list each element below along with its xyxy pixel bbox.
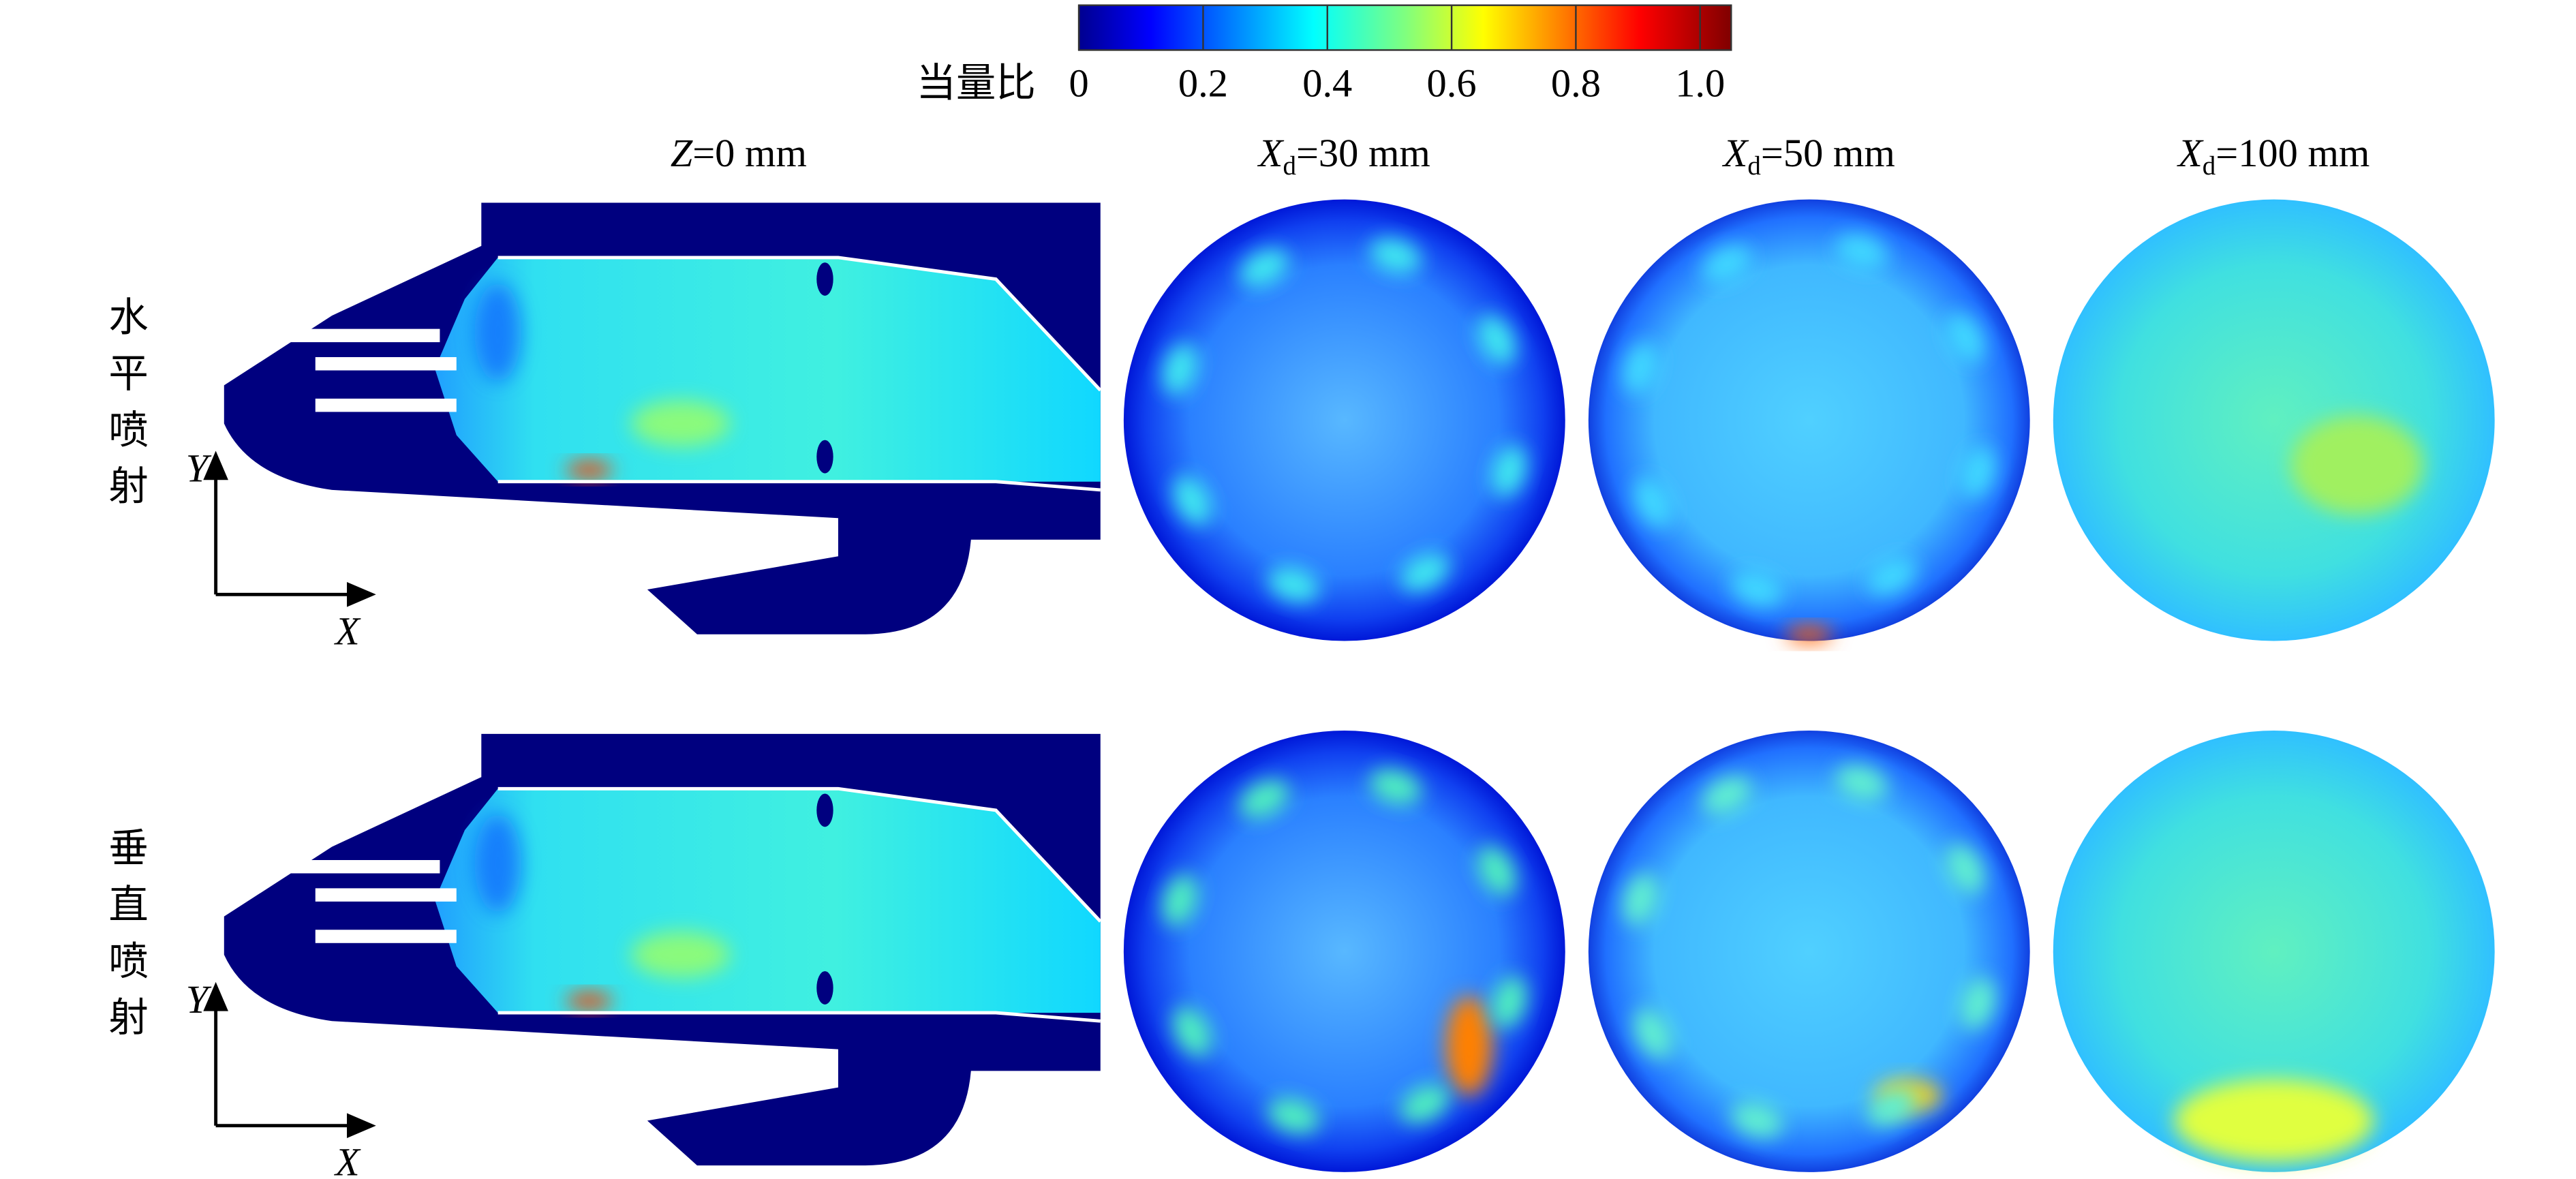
- contour-blob: [1477, 315, 1516, 365]
- row-2: 垂直喷射: [102, 731, 2495, 1172]
- contour-blob: [1239, 248, 1289, 288]
- colorbar-tick-label: 0: [1069, 61, 1089, 106]
- contour-blob: [1369, 238, 1422, 274]
- axis-label-y: Y: [186, 446, 212, 491]
- row-1: 水平喷射: [102, 199, 2495, 643]
- contour-blob: [1835, 234, 1888, 269]
- colorbar-tick-label: 0.4: [1302, 61, 1352, 106]
- contour-blob: [1867, 557, 1916, 596]
- contour-blob: [1400, 553, 1450, 592]
- combustor-contour: [224, 203, 1101, 634]
- contour-blob: [1477, 846, 1516, 896]
- title-symbol: X: [1722, 131, 1749, 175]
- contour-blob: [1445, 996, 1492, 1096]
- contour-blob: [2174, 1079, 2374, 1163]
- contour-blob: [1623, 342, 1659, 394]
- title-symbol: Z: [671, 131, 693, 175]
- contour-blob: [1162, 874, 1198, 927]
- contour-blob: [1835, 765, 1888, 801]
- contour-blob: [1623, 873, 1659, 925]
- axis-triad: [203, 450, 376, 1138]
- contour-blob: [1731, 1102, 1783, 1138]
- axis-label-x: X: [334, 1140, 361, 1179]
- combustor-contour: [224, 734, 1101, 1165]
- column-title: Xd=100 mm: [2177, 131, 2370, 181]
- section-30: [1123, 199, 1565, 641]
- contour-blob: [1268, 566, 1320, 602]
- contour-blob: [1173, 476, 1212, 525]
- contour-blob: [1946, 313, 1985, 363]
- title-subscript: d: [1283, 151, 1295, 181]
- colorbar-tick-label: 1.0: [1675, 61, 1725, 106]
- title-text: =50 mm: [1761, 131, 1895, 175]
- colorbar-ticks: 0 0.2 0.4 0.6 0.8 1.0: [1069, 5, 1725, 106]
- contour-blob: [1960, 446, 1996, 499]
- contour-blob: [1400, 1084, 1450, 1123]
- ring-blobs: [1162, 234, 1996, 1138]
- contour-blob: [1634, 1009, 1672, 1059]
- row-label: 垂直喷射: [102, 827, 147, 1052]
- title-text: =30 mm: [1296, 131, 1430, 175]
- section-100: [2053, 731, 2495, 1172]
- title-subscript: d: [1747, 151, 1760, 181]
- axis-label-y: Y: [186, 977, 212, 1022]
- colorbar-tick-label: 0.6: [1427, 61, 1477, 106]
- section-30: [1123, 731, 1565, 1172]
- contour-blob: [1785, 626, 1833, 643]
- colorbar-tick-label: 0.2: [1178, 61, 1228, 106]
- axis-label-x: X: [334, 609, 361, 653]
- contour-blob: [1946, 844, 1985, 894]
- contour-blob: [1491, 445, 1527, 497]
- contour-blob: [1867, 1088, 1916, 1127]
- section-50: [1588, 731, 2030, 1172]
- contour-blob: [1702, 776, 1752, 814]
- contour-blob: [2290, 415, 2423, 515]
- title-symbol: X: [1257, 131, 1285, 175]
- column-titles: Z=0 mm Xd=30 mm Xd=50 mm Xd=100 mm: [671, 131, 2370, 181]
- contour-blob: [1369, 769, 1422, 805]
- contour-blob: [1173, 1007, 1212, 1057]
- contour-blob: [1491, 976, 1527, 1028]
- contour-blob: [1268, 1098, 1320, 1134]
- column-title: Z=0 mm: [671, 131, 807, 175]
- colorbar: [1077, 4, 1732, 51]
- contour-blob: [1702, 245, 1752, 284]
- colorbar-tick-label: 0.8: [1551, 61, 1601, 106]
- title-text: =100 mm: [2215, 131, 2370, 175]
- section-50: [1588, 199, 2030, 641]
- section-100: [2053, 199, 2495, 641]
- row-label: 水平喷射: [102, 296, 147, 521]
- contour-blob: [1731, 571, 1783, 607]
- column-title: Xd=50 mm: [1722, 131, 1895, 181]
- contour-blob: [1239, 780, 1289, 818]
- column-title: Xd=30 mm: [1257, 131, 1430, 181]
- contour-blob: [1634, 478, 1672, 527]
- title-text: =0 mm: [692, 131, 807, 175]
- title-subscript: d: [2203, 151, 2215, 181]
- contour-blob: [1162, 343, 1198, 395]
- contour-blob: [1960, 977, 1996, 1030]
- colorbar-label: 当量比: [916, 61, 1035, 106]
- title-symbol: X: [2177, 131, 2204, 175]
